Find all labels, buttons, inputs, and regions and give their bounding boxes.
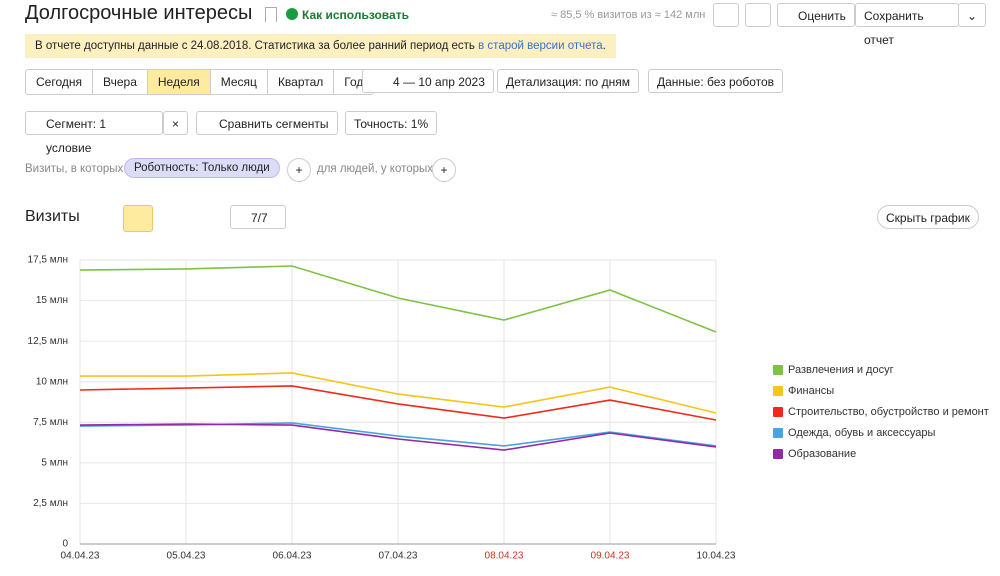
- notice-link[interactable]: в старой версии отчета: [478, 40, 603, 52]
- save-button[interactable]: Сохранить отчет: [855, 3, 959, 27]
- legend-checkbox: [773, 428, 783, 438]
- x-tick-label: 06.04.23: [273, 551, 312, 562]
- help-icon: [286, 8, 298, 20]
- notice-text: В отчете доступны данные с 24.08.2018. С…: [35, 40, 478, 52]
- segment-clear[interactable]: ×: [163, 111, 188, 135]
- x-tick-label: 05.04.23: [167, 551, 206, 562]
- share-button[interactable]: [745, 3, 771, 27]
- filter-chip[interactable]: Роботность: Только люди: [124, 158, 280, 178]
- add-filter[interactable]: +: [287, 158, 311, 182]
- data-select[interactable]: Данные: без роботов: [648, 69, 783, 93]
- y-tick-label: 12,5 млн: [28, 336, 68, 347]
- bookmark-icon[interactable]: [265, 7, 277, 22]
- legend-checkbox: [773, 449, 783, 459]
- add-filter[interactable]: +: [432, 158, 456, 182]
- y-tick-label: 7,5 млн: [33, 417, 68, 428]
- x-tick-label: 08.04.23: [485, 551, 524, 562]
- legend-checkbox: [773, 407, 783, 417]
- legend-label: Образование: [788, 448, 856, 460]
- notice-end: .: [603, 40, 606, 52]
- x-tick-label: 04.04.23: [61, 551, 100, 562]
- segment-select[interactable]: Сегмент: 1 условие: [25, 111, 163, 135]
- y-tick-label: 0: [62, 539, 68, 550]
- x-tick-label: 09.04.23: [591, 551, 630, 562]
- detail-select[interactable]: Детализация: по дням: [497, 69, 639, 93]
- period-tab[interactable]: Сегодня: [26, 70, 93, 94]
- legend-checkbox: [773, 386, 783, 396]
- period-tabs: СегодняВчераНеделяМесяцКварталГод: [25, 69, 374, 95]
- hide-chart-button[interactable]: Скрыть график: [877, 205, 979, 229]
- line-chart-toggle[interactable]: [123, 205, 153, 232]
- legend-checkbox: [773, 365, 783, 375]
- x-tick-label: 10.04.23: [697, 551, 736, 562]
- page-title: Долгосрочные интересы: [25, 2, 252, 25]
- period-tab[interactable]: Неделя: [148, 70, 211, 94]
- sample-info: ≈ 85,5 % визитов из ≈ 142 млн: [551, 9, 705, 21]
- period-tab[interactable]: Вчера: [93, 70, 148, 94]
- history-button[interactable]: [713, 3, 739, 27]
- filter-suffix: для людей, у которых: [317, 163, 433, 175]
- chart-title: Визиты: [25, 208, 80, 226]
- chart: 0 2,5 млн 5 млн 7,5 млн 10 млн 12,5 млн 15 млн…: [0, 240, 1000, 576]
- period-tab[interactable]: Квартал: [268, 70, 334, 94]
- y-tick-label: 2,5 млн: [33, 498, 68, 509]
- filter-prefix: Визиты, в которых: [25, 163, 123, 175]
- series-count[interactable]: 7/7: [230, 205, 286, 229]
- rate-button[interactable]: Оценить: [777, 3, 855, 27]
- notice: В отчете доступны данные с 24.08.2018. С…: [25, 34, 616, 58]
- legend-label: Строительство, обустройство и ремонт: [788, 406, 989, 418]
- legend-label: Финансы: [788, 385, 834, 397]
- y-tick-label: 15 млн: [36, 295, 68, 306]
- date-picker[interactable]: 4 — 10 апр 2023: [362, 69, 494, 93]
- legend-label: Развлечения и досуг: [788, 364, 894, 376]
- legend-label: Одежда, обувь и аксессуары: [788, 427, 936, 439]
- compare-select[interactable]: Сравнить сегменты: [196, 111, 338, 135]
- x-tick-label: 07.04.23: [379, 551, 418, 562]
- y-tick-label: 5 млн: [41, 457, 68, 468]
- y-tick-label: 17,5 млн: [28, 255, 68, 266]
- y-tick-label: 10 млн: [36, 376, 68, 387]
- save-menu[interactable]: ⌄: [958, 3, 986, 27]
- period-tab[interactable]: Месяц: [211, 70, 268, 94]
- accuracy-select[interactable]: Точность: 1%: [345, 111, 437, 135]
- help-link[interactable]: Как использовать: [302, 8, 409, 22]
